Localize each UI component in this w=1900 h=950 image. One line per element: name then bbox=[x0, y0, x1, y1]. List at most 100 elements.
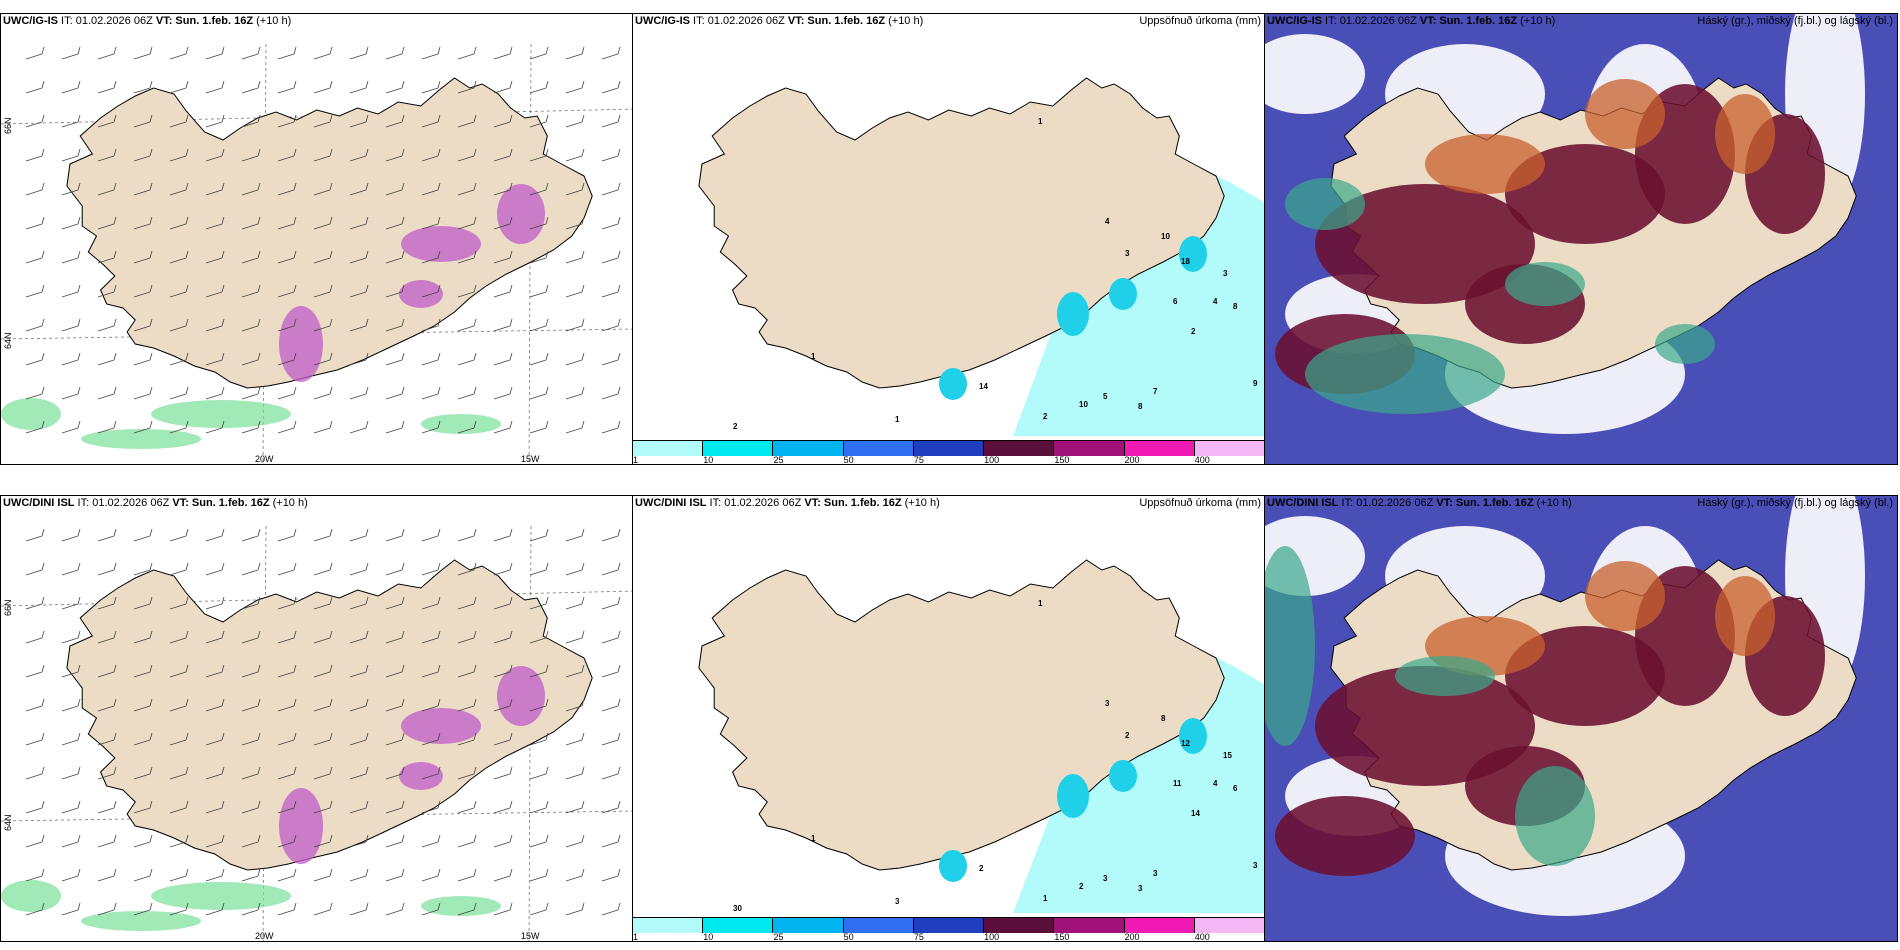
wind-barb bbox=[221, 562, 225, 571]
lat-label-64n: 64N bbox=[3, 814, 13, 831]
wind-barb bbox=[97, 773, 115, 780]
wind-barb bbox=[185, 698, 189, 707]
precip-value-label: 11 bbox=[1173, 779, 1182, 788]
wind-barb bbox=[365, 732, 369, 741]
colorbar-swatch bbox=[1194, 441, 1265, 456]
wind-barb bbox=[545, 46, 549, 55]
colorbar-swatch bbox=[1054, 918, 1125, 933]
wind-barb bbox=[277, 841, 295, 848]
wind-barb bbox=[545, 562, 549, 571]
wind-barb bbox=[25, 325, 43, 332]
wind-barb bbox=[133, 155, 151, 162]
wind-barb bbox=[41, 250, 45, 259]
wind-barb bbox=[205, 705, 223, 712]
wind-barb bbox=[221, 46, 225, 55]
wind-barb bbox=[509, 698, 513, 707]
wind-barb bbox=[41, 114, 45, 123]
colorbar-swatch bbox=[843, 918, 914, 933]
wind-barb bbox=[97, 909, 115, 916]
wind-barb bbox=[365, 46, 369, 55]
wind-barb bbox=[185, 834, 189, 843]
wind-barb bbox=[565, 739, 583, 746]
wind-barb bbox=[185, 386, 189, 395]
wind-barb bbox=[97, 325, 115, 332]
wind-barb bbox=[401, 800, 405, 809]
wind-barb bbox=[77, 630, 81, 639]
wind-barb bbox=[509, 386, 513, 395]
wind-barb bbox=[437, 80, 441, 89]
colorbar-tick-label: 75 bbox=[913, 932, 924, 942]
wind-barb bbox=[565, 773, 583, 780]
wind-barb bbox=[61, 535, 79, 542]
wind-barb bbox=[617, 46, 621, 55]
wind-barb bbox=[313, 569, 331, 576]
wind-barb bbox=[113, 386, 117, 395]
wind-barb bbox=[385, 53, 403, 60]
wind-barb bbox=[421, 637, 439, 644]
wind-barb bbox=[241, 569, 259, 576]
wind-barb bbox=[113, 528, 117, 537]
wind-barb bbox=[149, 630, 153, 639]
high-cloud-blob bbox=[1505, 626, 1665, 726]
wind-barb bbox=[113, 562, 117, 571]
wind-barb bbox=[313, 637, 331, 644]
precip-value-label: 9 bbox=[1253, 379, 1258, 388]
wind-barb bbox=[185, 46, 189, 55]
wind-barb bbox=[61, 705, 79, 712]
wind-barb bbox=[457, 325, 475, 332]
precip-value-label: 8 bbox=[1161, 714, 1166, 723]
iceland-landmass bbox=[698, 77, 1225, 389]
precip-blob bbox=[81, 911, 201, 931]
wind-barb bbox=[473, 114, 477, 123]
wind-barb bbox=[77, 562, 81, 571]
wind-barb bbox=[241, 807, 259, 814]
wind-barb bbox=[329, 596, 333, 605]
wind-barb bbox=[205, 257, 223, 264]
wind-barb bbox=[205, 121, 223, 128]
precip-value-label: 5 bbox=[1103, 392, 1108, 401]
wind-barb bbox=[601, 87, 619, 94]
wind-barb bbox=[241, 773, 259, 780]
wind-barb bbox=[349, 841, 367, 848]
wind-barb bbox=[617, 630, 621, 639]
wind-barb bbox=[169, 705, 187, 712]
wind-barb bbox=[25, 773, 43, 780]
wind-barb bbox=[349, 603, 367, 610]
precip-blob bbox=[1179, 236, 1207, 272]
wind-barb bbox=[61, 393, 79, 400]
wind-barb bbox=[457, 671, 475, 678]
wind-barb bbox=[61, 257, 79, 264]
wind-barb bbox=[601, 909, 619, 916]
wind-barb bbox=[617, 216, 621, 225]
wind-barb bbox=[365, 148, 369, 157]
wind-barb bbox=[601, 637, 619, 644]
wind-barb bbox=[241, 53, 259, 60]
wind-barb bbox=[169, 807, 187, 814]
wind-barb bbox=[601, 535, 619, 542]
wind-barb bbox=[313, 325, 331, 332]
wind-barb bbox=[529, 535, 547, 542]
wind-barb bbox=[149, 46, 153, 55]
wind-barb bbox=[565, 841, 583, 848]
wind-barb bbox=[205, 807, 223, 814]
wind-barb bbox=[61, 603, 79, 610]
wind-barb bbox=[41, 352, 45, 361]
wind-barb bbox=[365, 868, 369, 877]
wind-barb bbox=[133, 53, 151, 60]
wind-barb bbox=[97, 393, 115, 400]
wind-barb bbox=[421, 325, 439, 332]
wind-barb bbox=[77, 284, 81, 293]
wind-barb bbox=[565, 325, 583, 332]
wind-barb bbox=[205, 875, 223, 882]
wind-barb bbox=[25, 155, 43, 162]
wind-barb bbox=[529, 705, 547, 712]
wind-barb bbox=[601, 841, 619, 848]
wind-barb bbox=[221, 148, 225, 157]
wind-barb bbox=[241, 705, 259, 712]
precip-value-label: 10 bbox=[1161, 232, 1170, 241]
wind-barb bbox=[313, 841, 331, 848]
wind-barb bbox=[509, 46, 513, 55]
wind-barb bbox=[313, 393, 331, 400]
wind-barb bbox=[169, 121, 187, 128]
wind-barb bbox=[401, 148, 405, 157]
